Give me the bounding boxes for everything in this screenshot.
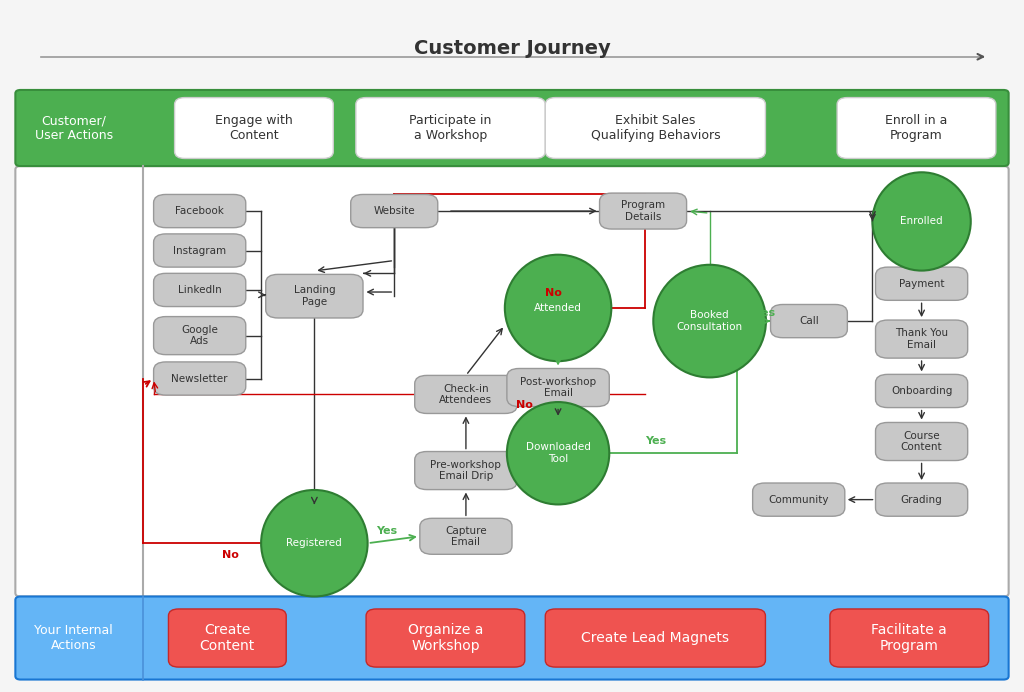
Text: Capture
Email: Capture Email [445,525,486,547]
Text: Yes: Yes [755,308,775,318]
FancyBboxPatch shape [507,368,609,407]
Text: Facilitate a
Program: Facilitate a Program [871,623,947,653]
Text: Engage with
Content: Engage with Content [215,114,293,142]
Text: Check-in
Attendees: Check-in Attendees [439,383,493,406]
FancyBboxPatch shape [753,483,845,516]
Text: Yes: Yes [377,526,397,536]
FancyBboxPatch shape [168,609,287,667]
Text: Booked
Consultation: Booked Consultation [677,310,742,332]
FancyBboxPatch shape [876,267,968,300]
Text: Yes: Yes [645,437,666,446]
FancyBboxPatch shape [420,518,512,554]
Text: Yes: Yes [565,341,586,351]
Text: Community: Community [768,495,829,504]
FancyBboxPatch shape [415,375,517,414]
Ellipse shape [505,255,611,361]
Text: Instagram: Instagram [173,246,226,255]
Ellipse shape [261,490,368,597]
FancyBboxPatch shape [174,98,334,158]
FancyBboxPatch shape [876,483,968,516]
FancyBboxPatch shape [266,275,364,318]
FancyBboxPatch shape [154,194,246,228]
Text: Program
Details: Program Details [621,200,666,222]
Text: Website: Website [374,206,415,216]
FancyBboxPatch shape [350,194,438,228]
Text: Course
Content: Course Content [901,430,942,453]
FancyBboxPatch shape [545,609,765,667]
Text: Facebook: Facebook [175,206,224,216]
FancyBboxPatch shape [154,362,246,395]
Ellipse shape [872,172,971,271]
Text: Organize a
Workshop: Organize a Workshop [408,623,483,653]
FancyBboxPatch shape [154,317,246,355]
FancyBboxPatch shape [876,374,968,408]
Text: Yes: Yes [933,249,953,259]
Text: Customer/
User Actions: Customer/ User Actions [35,114,113,142]
Text: Call: Call [799,316,819,326]
FancyBboxPatch shape [367,609,524,667]
Text: Post-workshop
Email: Post-workshop Email [520,376,596,399]
Text: Attended: Attended [535,303,582,313]
FancyBboxPatch shape [15,90,1009,166]
FancyBboxPatch shape [876,422,968,461]
FancyBboxPatch shape [600,193,686,229]
Text: Payment: Payment [899,279,944,289]
Text: Registered: Registered [287,538,342,548]
FancyBboxPatch shape [356,98,545,158]
Text: Customer Journey: Customer Journey [414,39,610,58]
FancyBboxPatch shape [876,320,968,358]
Text: Newsletter: Newsletter [171,374,228,383]
Text: Downloaded
Tool: Downloaded Tool [525,442,591,464]
Text: Pre-workshop
Email Drip: Pre-workshop Email Drip [430,459,502,482]
Text: Landing
Page: Landing Page [294,285,335,307]
Text: Thank You
Email: Thank You Email [895,328,948,350]
FancyBboxPatch shape [829,609,989,667]
Text: Onboarding: Onboarding [891,386,952,396]
FancyBboxPatch shape [154,234,246,267]
Text: Exhibit Sales
Qualifying Behaviors: Exhibit Sales Qualifying Behaviors [591,114,720,142]
FancyBboxPatch shape [154,273,246,307]
Ellipse shape [653,265,766,377]
Text: LinkedIn: LinkedIn [178,285,221,295]
FancyBboxPatch shape [545,98,765,158]
Text: Grading: Grading [901,495,942,504]
Text: No: No [516,400,532,410]
Text: No: No [222,550,239,560]
Text: Participate in
a Workshop: Participate in a Workshop [410,114,492,142]
FancyBboxPatch shape [771,304,848,338]
Text: No: No [545,289,561,298]
FancyBboxPatch shape [15,597,1009,680]
Text: Google
Ads: Google Ads [181,325,218,347]
FancyBboxPatch shape [415,452,517,490]
Text: Create Lead Magnets: Create Lead Magnets [582,631,729,645]
Text: Enrolled: Enrolled [900,217,943,226]
Ellipse shape [507,402,609,504]
Text: Create
Content: Create Content [200,623,255,653]
FancyBboxPatch shape [15,166,1009,597]
Text: Your Internal
Actions: Your Internal Actions [35,624,113,652]
Text: Enroll in a
Program: Enroll in a Program [886,114,947,142]
FancyBboxPatch shape [838,98,995,158]
